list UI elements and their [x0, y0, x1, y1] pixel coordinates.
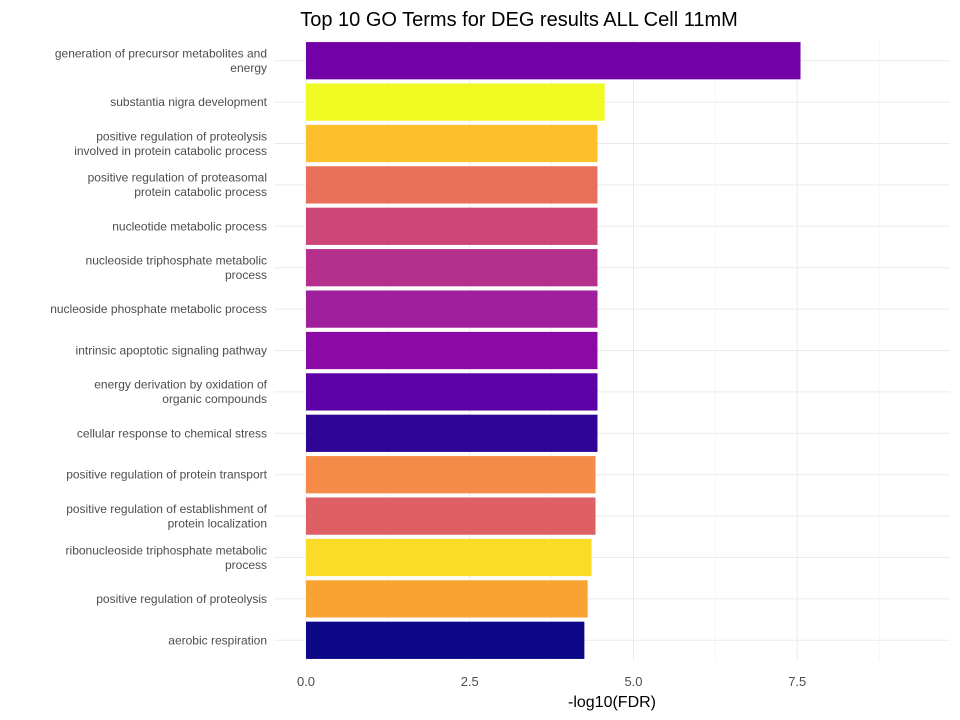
bar — [306, 580, 588, 618]
category-label-line: positive regulation of proteolysis — [96, 592, 267, 606]
x-axis-title: -log10(FDR) — [568, 694, 656, 711]
category-label: nucleoside triphosphate metabolic process — [86, 253, 267, 282]
category-label-line: involved in protein catabolic process — [74, 144, 267, 158]
x-tick-label: 5.0 — [624, 674, 642, 689]
category-label-line: cellular response to chemical stress — [77, 426, 267, 440]
category-label-line: ribonucleoside triphosphate metabolic — [66, 543, 267, 557]
category-label-line: aerobic respiration — [168, 633, 267, 647]
bar — [306, 124, 598, 163]
bar — [306, 621, 585, 659]
category-label-line: substantia nigra development — [110, 95, 267, 109]
category-label: positive regulation of proteolysis involv… — [74, 129, 267, 158]
category-label: ribonucleoside triphosphate metabolic pro… — [66, 543, 267, 572]
category-label-line: nucleoside triphosphate metabolic — [86, 253, 267, 267]
category-label: cellular response to chemical stress — [77, 426, 267, 440]
category-label-line: generation of precursor metabolites and — [55, 46, 267, 60]
x-tick-labels: 0.0 2.5 5.0 7.5 — [297, 674, 806, 689]
category-label-line: energy derivation by oxidation of — [94, 378, 267, 392]
bar — [306, 249, 598, 287]
bar — [306, 538, 592, 577]
category-label: nucleoside phosphate metabolic process — [50, 302, 267, 316]
category-label: intrinsic apoptotic signaling pathway — [76, 344, 267, 358]
category-label-line: positive regulation of protein transport — [66, 468, 267, 482]
category-label-line: protein catabolic process — [134, 185, 267, 199]
bar — [306, 290, 598, 328]
bar — [306, 207, 598, 245]
category-label-line: nucleotide metabolic process — [112, 219, 267, 233]
category-label: substantia nigra development — [110, 95, 267, 109]
category-label-line: positive regulation of establishment of — [66, 502, 267, 516]
bar — [306, 373, 598, 411]
category-label-line: protein localization — [168, 516, 267, 530]
category-label: generation of precursor metabolites and e… — [55, 46, 267, 74]
x-tick-label: 0.0 — [297, 674, 315, 689]
category-label-line: process — [225, 268, 267, 282]
bars — [306, 42, 801, 659]
category-label-line: intrinsic apoptotic signaling pathway — [76, 344, 267, 358]
bar — [306, 414, 598, 452]
category-label: energy derivation by oxidation of organic… — [94, 378, 267, 407]
category-label-line: organic compounds — [162, 392, 267, 406]
category-label-line: positive regulation of proteasomal — [88, 171, 267, 185]
category-label: positive regulation of proteasomal protei… — [88, 171, 267, 200]
x-tick-label: 7.5 — [788, 674, 806, 689]
bar — [306, 166, 598, 204]
bar — [306, 331, 598, 370]
category-label-line: nucleoside phosphate metabolic process — [50, 302, 267, 316]
bar — [306, 83, 605, 121]
category-label: positive regulation of protein transport — [66, 468, 267, 482]
x-tick-label: 2.5 — [461, 674, 479, 689]
category-labels: generation of precursor metabolites and e… — [50, 46, 267, 647]
category-label-line: process — [225, 558, 267, 572]
category-label: positive regulation of proteolysis — [96, 592, 267, 606]
category-label: positive regulation of establishment of p… — [66, 502, 267, 531]
category-label-line: positive regulation of proteolysis — [96, 129, 267, 143]
bar — [306, 456, 596, 494]
bar — [306, 497, 596, 535]
category-label: nucleotide metabolic process — [112, 219, 267, 233]
category-label: aerobic respiration — [168, 633, 267, 647]
bar — [306, 42, 801, 80]
category-label-line: energy — [230, 61, 267, 75]
chart-title: Top 10 GO Terms for DEG results ALL Cell… — [300, 9, 738, 31]
